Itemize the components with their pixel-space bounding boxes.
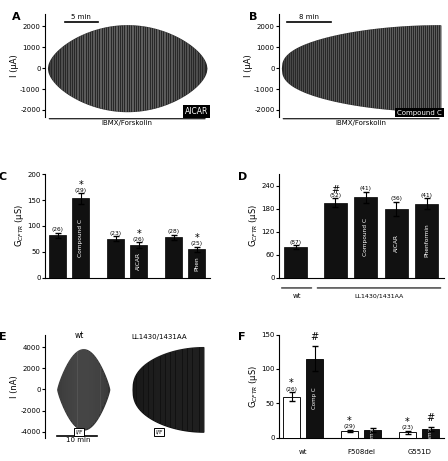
Bar [283,396,300,438]
Text: #: # [331,185,339,195]
Bar [364,430,381,438]
Bar [385,209,408,278]
Bar [324,203,347,278]
Text: #: # [426,413,435,423]
Text: wt: wt [292,293,301,299]
Text: *: * [78,180,83,189]
Bar [399,432,416,438]
Text: *: * [405,417,410,427]
Y-axis label: G$_{CFTR}$ (μS): G$_{CFTR}$ (μS) [247,365,260,408]
Text: Comp C: Comp C [370,423,375,444]
Text: F508del: F508del [347,449,375,455]
Text: IBMX/Forskolin: IBMX/Forskolin [336,120,387,126]
Text: Compound C: Compound C [78,219,83,257]
Bar [341,431,358,438]
Text: Phen: Phen [194,256,199,271]
Text: Comp C: Comp C [312,388,317,409]
Text: LL1430/1431AA: LL1430/1431AA [354,293,404,298]
Text: *: * [347,415,352,426]
Text: 8 min: 8 min [299,14,319,20]
Text: 5 min: 5 min [71,14,91,20]
Text: IBMX/Forskolin: IBMX/Forskolin [102,120,153,126]
Bar [72,199,90,278]
Text: (41): (41) [421,193,433,198]
Text: Phenformin: Phenformin [424,224,429,257]
Bar [415,204,438,278]
Text: Comp C: Comp C [428,423,433,444]
Bar [165,237,182,278]
Text: LL1430/1431AA: LL1430/1431AA [132,334,187,340]
Bar [422,429,439,438]
Text: F: F [237,332,245,343]
Text: (36): (36) [390,196,402,201]
Text: E: E [0,332,6,343]
Text: C: C [0,172,7,182]
Bar [354,197,377,278]
Y-axis label: G$_{CFTR}$ (μS): G$_{CFTR}$ (μS) [247,204,260,248]
Bar [284,247,307,278]
Text: (29): (29) [344,424,356,429]
Bar [49,235,66,278]
Text: (52): (52) [329,193,341,198]
Text: D: D [237,172,247,182]
Text: *: * [289,378,294,388]
Text: *: * [136,229,141,239]
Text: AICAR: AICAR [394,234,399,252]
Text: I/F: I/F [76,430,83,435]
Text: Compound C: Compound C [397,110,442,116]
Text: (26): (26) [285,387,297,392]
Y-axis label: I (μA): I (μA) [244,54,253,77]
Text: (23): (23) [109,230,122,236]
Y-axis label: I (μA): I (μA) [10,54,19,77]
Text: G551D: G551D [407,449,431,455]
Text: (26): (26) [52,227,64,232]
Text: (26): (26) [133,237,145,242]
Text: B: B [249,12,258,22]
Text: 10 min: 10 min [65,437,90,443]
Text: (23): (23) [401,426,414,431]
Y-axis label: I (nA): I (nA) [10,375,19,397]
Text: A: A [12,12,21,22]
Text: (87): (87) [289,240,302,245]
Text: (28): (28) [168,229,180,234]
Bar [188,249,206,278]
Text: (41): (41) [360,186,372,191]
Bar [130,245,147,278]
Text: *: * [194,233,199,243]
Text: #: # [310,332,319,342]
Text: wt: wt [75,331,84,340]
Text: AICAR: AICAR [136,252,141,270]
Text: (25): (25) [191,241,203,246]
Bar [306,359,323,438]
Text: (29): (29) [75,188,87,193]
Bar [107,239,124,278]
Y-axis label: G$_{CFTR}$ (μS): G$_{CFTR}$ (μS) [13,204,26,248]
Text: Compound C: Compound C [363,219,368,256]
Text: AICAR: AICAR [185,106,208,116]
Text: I/F: I/F [155,430,163,435]
Text: wt: wt [299,449,307,455]
